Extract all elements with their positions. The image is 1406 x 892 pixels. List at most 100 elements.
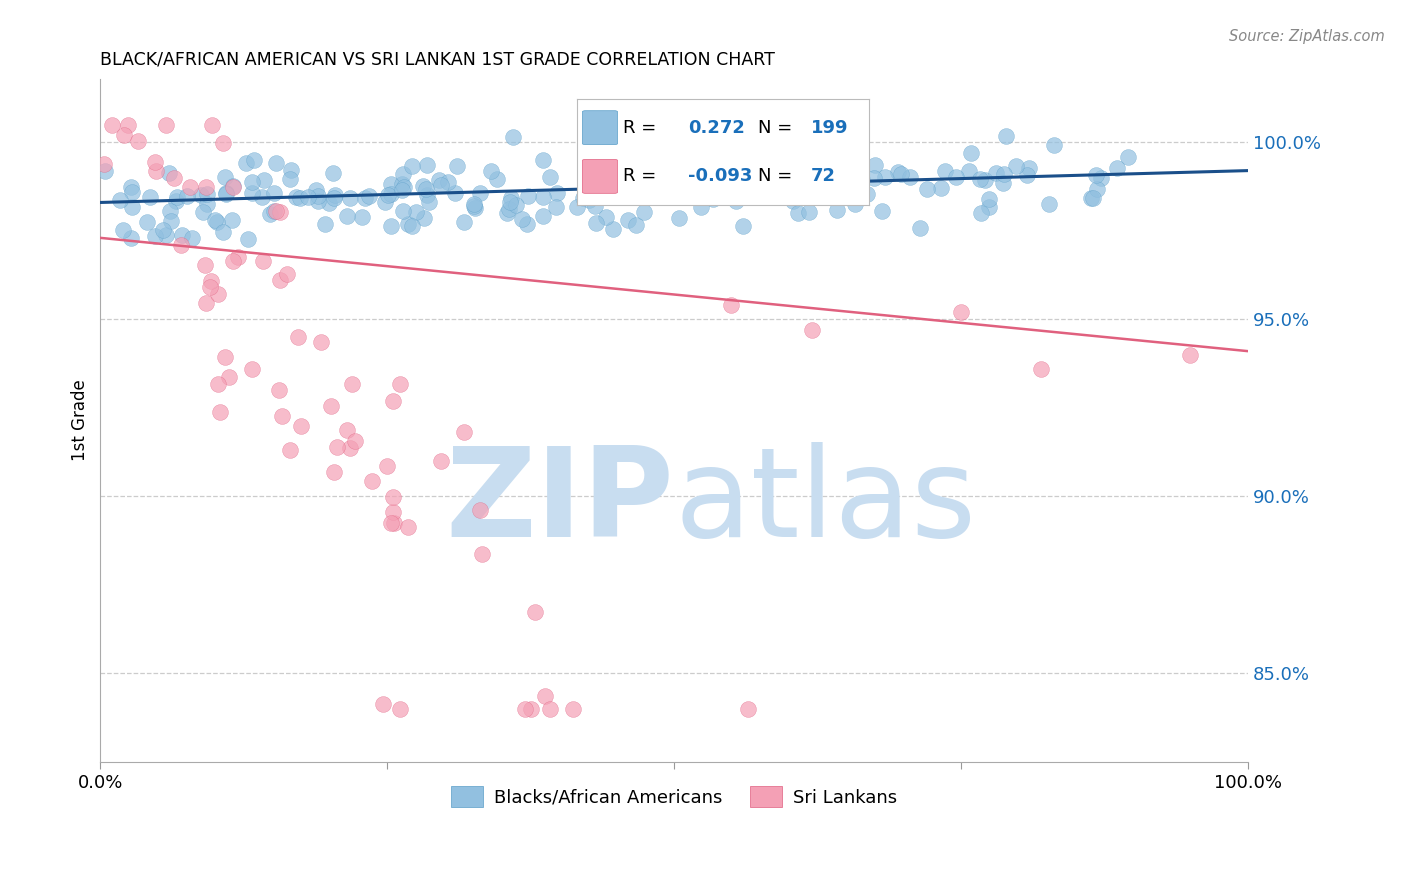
Point	[382, 393, 405, 408]
Point	[94, 163, 117, 178]
Point	[250, 190, 273, 204]
Point	[969, 171, 991, 186]
Point	[1081, 191, 1104, 205]
Point	[453, 425, 475, 440]
Point	[887, 164, 910, 178]
Point	[215, 187, 238, 202]
Point	[690, 200, 713, 214]
Y-axis label: 1st Grade: 1st Grade	[72, 379, 89, 461]
Point	[352, 211, 374, 225]
Point	[264, 204, 287, 219]
Point	[318, 196, 340, 211]
Point	[157, 166, 180, 180]
Point	[496, 206, 519, 220]
Point	[702, 192, 724, 206]
Point	[127, 134, 149, 148]
Point	[243, 153, 266, 168]
Point	[242, 361, 264, 376]
Point	[707, 162, 730, 177]
Point	[710, 170, 733, 185]
Point	[380, 178, 402, 192]
Point	[380, 219, 402, 234]
Point	[336, 423, 359, 437]
Point	[1015, 168, 1038, 182]
Point	[929, 180, 952, 194]
Point	[1180, 348, 1202, 362]
Point	[120, 179, 142, 194]
Point	[269, 205, 291, 219]
Point	[271, 409, 294, 423]
Point	[851, 171, 873, 186]
Point	[121, 186, 143, 200]
Point	[959, 145, 981, 160]
Point	[214, 169, 236, 184]
Point	[468, 186, 491, 201]
Point	[288, 190, 311, 204]
Point	[636, 170, 658, 185]
Point	[388, 377, 411, 392]
Point	[517, 189, 540, 203]
Point	[1038, 196, 1060, 211]
Point	[846, 182, 869, 196]
Point	[870, 204, 893, 219]
Point	[176, 188, 198, 202]
Point	[463, 198, 485, 212]
Point	[1084, 168, 1107, 182]
Point	[1031, 361, 1053, 376]
Point	[993, 167, 1015, 181]
Point	[413, 211, 436, 225]
Point	[101, 118, 124, 132]
Point	[380, 516, 402, 530]
Point	[375, 458, 398, 473]
Point	[578, 178, 600, 193]
Text: BLACK/AFRICAN AMERICAN VS SRI LANKAN 1ST GRADE CORRELATION CHART: BLACK/AFRICAN AMERICAN VS SRI LANKAN 1ST…	[100, 51, 775, 69]
Point	[807, 176, 830, 190]
Point	[917, 182, 939, 196]
Point	[357, 188, 380, 202]
Point	[583, 198, 606, 212]
Text: atlas: atlas	[673, 442, 976, 563]
Point	[160, 214, 183, 228]
Point	[561, 701, 583, 715]
Point	[381, 491, 404, 505]
Point	[977, 200, 1000, 214]
Point	[391, 167, 413, 181]
Point	[453, 215, 475, 229]
Point	[808, 166, 831, 180]
Point	[572, 191, 595, 205]
Point	[787, 206, 810, 220]
Point	[498, 202, 520, 217]
Point	[343, 434, 366, 448]
Point	[342, 376, 364, 391]
Point	[136, 215, 159, 229]
Point	[595, 210, 617, 224]
Point	[412, 179, 434, 194]
Point	[430, 454, 453, 468]
Point	[339, 191, 361, 205]
Point	[446, 160, 468, 174]
Point	[765, 142, 787, 156]
Point	[690, 161, 713, 176]
Point	[647, 164, 669, 178]
Point	[1018, 161, 1040, 175]
Point	[510, 211, 533, 226]
Point	[725, 194, 748, 208]
Point	[578, 193, 600, 207]
Point	[538, 701, 561, 715]
Point	[401, 159, 423, 173]
Point	[211, 225, 233, 239]
Point	[711, 162, 734, 177]
Point	[616, 151, 638, 165]
Point	[533, 689, 555, 703]
Point	[155, 118, 177, 132]
Point	[319, 399, 342, 413]
Point	[499, 194, 522, 209]
Point	[287, 330, 309, 344]
Point	[120, 231, 142, 245]
Point	[190, 188, 212, 202]
Point	[145, 164, 167, 178]
Point	[374, 194, 396, 209]
Text: ZIP: ZIP	[446, 442, 673, 563]
Point	[222, 180, 245, 194]
Point	[863, 158, 886, 172]
